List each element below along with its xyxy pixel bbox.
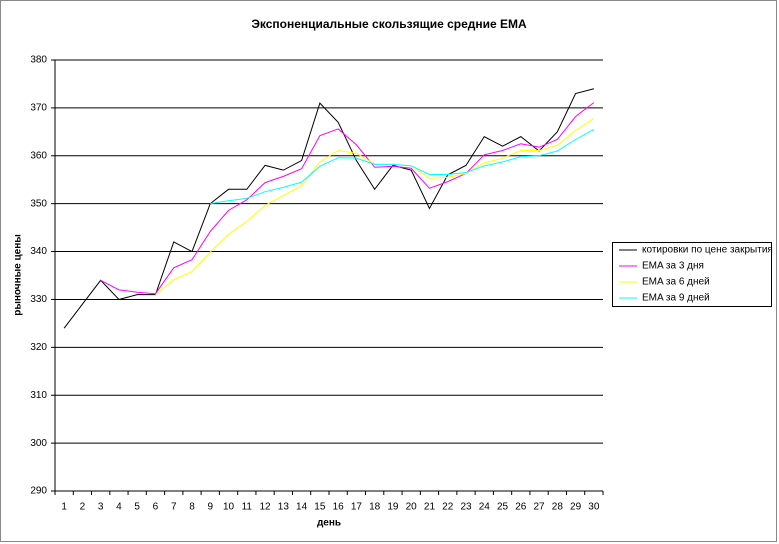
- x-tick-label: 25: [497, 502, 509, 513]
- x-tick-label: 3: [98, 502, 104, 513]
- y-tick-label: 320: [30, 342, 47, 353]
- x-tick-label: 15: [314, 502, 326, 513]
- x-tick-label: 7: [171, 502, 177, 513]
- x-tick-label: 28: [552, 502, 564, 513]
- x-tick-label: 9: [207, 502, 213, 513]
- x-tick-label: 21: [424, 502, 436, 513]
- y-tick-label: 380: [30, 55, 47, 66]
- x-tick-label: 6: [153, 502, 159, 513]
- y-tick-label: 290: [30, 486, 47, 497]
- legend-label: EMA за 9 дней: [642, 293, 710, 304]
- x-tick-label: 24: [479, 502, 491, 513]
- x-tick-label: 12: [260, 502, 272, 513]
- y-tick-label: 340: [30, 246, 47, 257]
- x-tick-label: 29: [570, 502, 582, 513]
- legend-box: [612, 242, 772, 307]
- x-tick-label: 17: [351, 502, 363, 513]
- x-tick-label: 27: [534, 502, 546, 513]
- series-line: [100, 102, 595, 295]
- y-tick-label: 370: [30, 103, 47, 114]
- x-tick-label: 18: [369, 502, 381, 513]
- series-line: [210, 129, 595, 205]
- series-line: [63, 88, 594, 329]
- x-tick-label: 2: [80, 502, 86, 513]
- x-tick-label: 11: [242, 502, 253, 513]
- x-axis-title: день: [317, 518, 341, 529]
- x-tick-label: 5: [134, 502, 140, 513]
- x-tick-label: 20: [406, 502, 418, 513]
- x-tick-label: 14: [296, 502, 308, 513]
- x-tick-label: 19: [387, 502, 399, 513]
- x-tick-label: 10: [223, 502, 235, 513]
- x-tick-label: 1: [61, 502, 67, 513]
- x-tick-label: 23: [460, 502, 472, 513]
- y-tick-label: 350: [30, 198, 47, 209]
- x-tick-label: 26: [515, 502, 527, 513]
- legend-label: котировки по цене закрытия: [642, 245, 773, 256]
- x-tick-label: 4: [116, 502, 122, 513]
- y-tick-label: 330: [30, 294, 47, 305]
- legend-label: EMA за 6 дней: [642, 277, 710, 288]
- x-tick-label: 22: [442, 502, 454, 513]
- chart-title: Экспоненциальные скользящие средние EMA: [251, 17, 527, 31]
- legend-label: EMA за 3 дня: [642, 261, 704, 272]
- y-tick-label: 310: [30, 390, 47, 401]
- y-tick-label: 360: [30, 150, 47, 161]
- x-tick-label: 8: [189, 502, 195, 513]
- y-tick-label: 300: [30, 438, 47, 449]
- x-tick-label: 16: [333, 502, 345, 513]
- y-axis-title: рыночные цены: [13, 234, 24, 316]
- x-tick-label: 30: [588, 502, 600, 513]
- x-tick-label: 13: [278, 502, 290, 513]
